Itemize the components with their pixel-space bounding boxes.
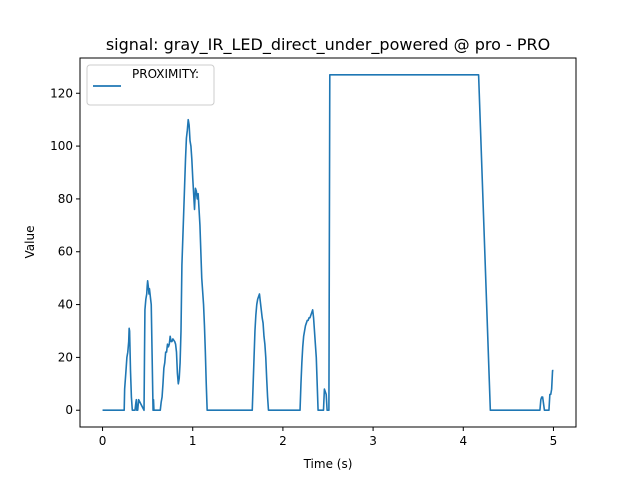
y-tick-label: 100 [50,139,73,153]
series-layer [102,73,554,412]
x-tick-label: 3 [369,434,377,448]
x-tick-label: 0 [99,434,107,448]
y-tick-label: 120 [50,86,73,100]
series-line-0 [102,73,554,412]
legend: PROXIMITY: [86,64,215,106]
x-tick-label: 4 [459,434,467,448]
y-tick-label: 0 [65,403,73,417]
y-tick-label: 20 [58,350,73,364]
x-tick-label: 5 [550,434,558,448]
y-axis: 0 20 40 60 80 100 120 [50,86,80,417]
y-tick-label: 40 [58,298,73,312]
y-tick-label: 80 [58,192,73,206]
y-axis-label: Value [23,226,37,259]
chart-title: signal: gray_IR_LED_direct_under_powered… [106,35,550,55]
x-axis: 0 1 2 3 4 5 [99,427,558,448]
x-axis-label: Time (s) [303,457,353,471]
legend-label: PROXIMITY: [132,67,199,81]
x-tick-label: 1 [189,434,197,448]
x-tick-label: 2 [279,434,287,448]
y-tick-label: 60 [58,245,73,259]
legend-box [86,64,215,106]
plot-area [79,57,577,428]
